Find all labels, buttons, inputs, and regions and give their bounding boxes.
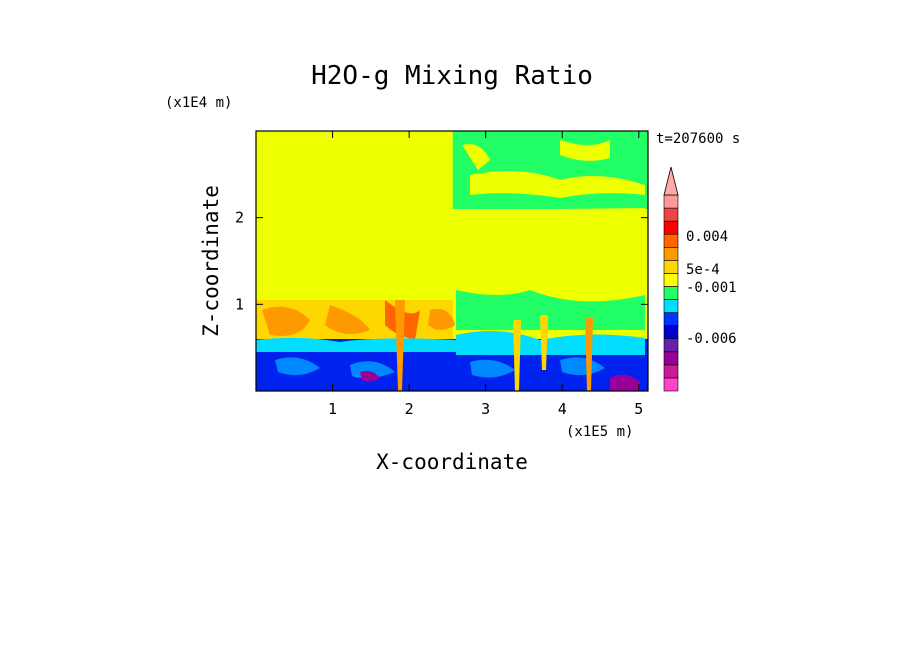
colorbar-swatch: [663, 286, 679, 300]
colorbar-arrow: [663, 166, 679, 196]
region-upper-left: [256, 131, 453, 300]
x-tick-label: 3: [481, 400, 490, 418]
colorbar-swatch: [663, 364, 679, 379]
yellow-streak: [462, 144, 490, 170]
colorbar-swatch: [663, 246, 679, 261]
y-unit-label: (x1E4 m): [165, 95, 232, 111]
y-tick-label: 2: [235, 209, 244, 227]
plume: [513, 320, 521, 391]
region-upper-right: [452, 131, 648, 209]
colorbar-swatch: [663, 273, 679, 287]
y-axis: 12: [235, 209, 648, 313]
colorbar-label: -0.006: [686, 331, 737, 347]
yellow-streak: [470, 220, 645, 228]
colorbar-swatch: [663, 299, 679, 313]
plume: [585, 318, 593, 391]
x-axis-label: X-coordinate: [376, 450, 528, 474]
colorbar: [663, 166, 679, 392]
x-tick-label: 4: [558, 400, 567, 418]
colorbar-swatch: [663, 220, 679, 235]
purple-speck: [360, 370, 380, 382]
orange-patch: [325, 305, 370, 334]
colorbar-swatch: [663, 194, 679, 209]
colorbar-label: 0.004: [686, 229, 728, 245]
field-texture: [256, 140, 645, 391]
cyan-band: [256, 337, 456, 352]
x-axis: 1 2 3 4 5: [328, 131, 643, 418]
blue-speck: [560, 357, 605, 376]
plume: [540, 315, 548, 370]
colorbar-swatch: [663, 377, 679, 392]
cyan-band: [456, 331, 645, 355]
plot-frame: [255, 130, 649, 392]
colorbar-swatch: [663, 338, 679, 353]
plot-area: [256, 131, 648, 391]
yellow-streak: [470, 171, 645, 198]
x-tick-label: 5: [634, 400, 643, 418]
colorbar-swatch: [663, 351, 679, 366]
colorbar-swatch: [663, 207, 679, 222]
chart-title: H2O-g Mixing Ratio: [311, 61, 593, 91]
colorbar-swatch: [663, 325, 679, 340]
y-tick-label: 1: [235, 295, 244, 313]
blue-speck: [275, 357, 320, 376]
yellow-streak: [560, 140, 610, 161]
blue-speck: [470, 359, 515, 378]
x-unit-label: (x1E5 m): [566, 424, 633, 440]
green-blob: [456, 290, 645, 330]
yellow-streak: [470, 208, 645, 216]
orange-patch: [428, 309, 455, 330]
colorbar-labels: 0.004 5e-4 -0.001 -0.006: [686, 229, 737, 347]
time-label: t=207600 s: [656, 131, 740, 147]
y-axis-label: Z-coordinate: [199, 185, 223, 337]
plume: [395, 300, 405, 391]
orange-patch: [262, 306, 310, 336]
colorbar-label: 5e-4: [686, 262, 720, 278]
purple-speck: [610, 374, 640, 391]
colorbar-swatch: [663, 312, 679, 326]
colorbar-swatch: [663, 233, 679, 248]
colorbar-label: -0.001: [686, 280, 737, 296]
colorbar-swatch: [663, 260, 679, 274]
x-tick-label: 2: [405, 400, 414, 418]
x-tick-label: 1: [328, 400, 337, 418]
